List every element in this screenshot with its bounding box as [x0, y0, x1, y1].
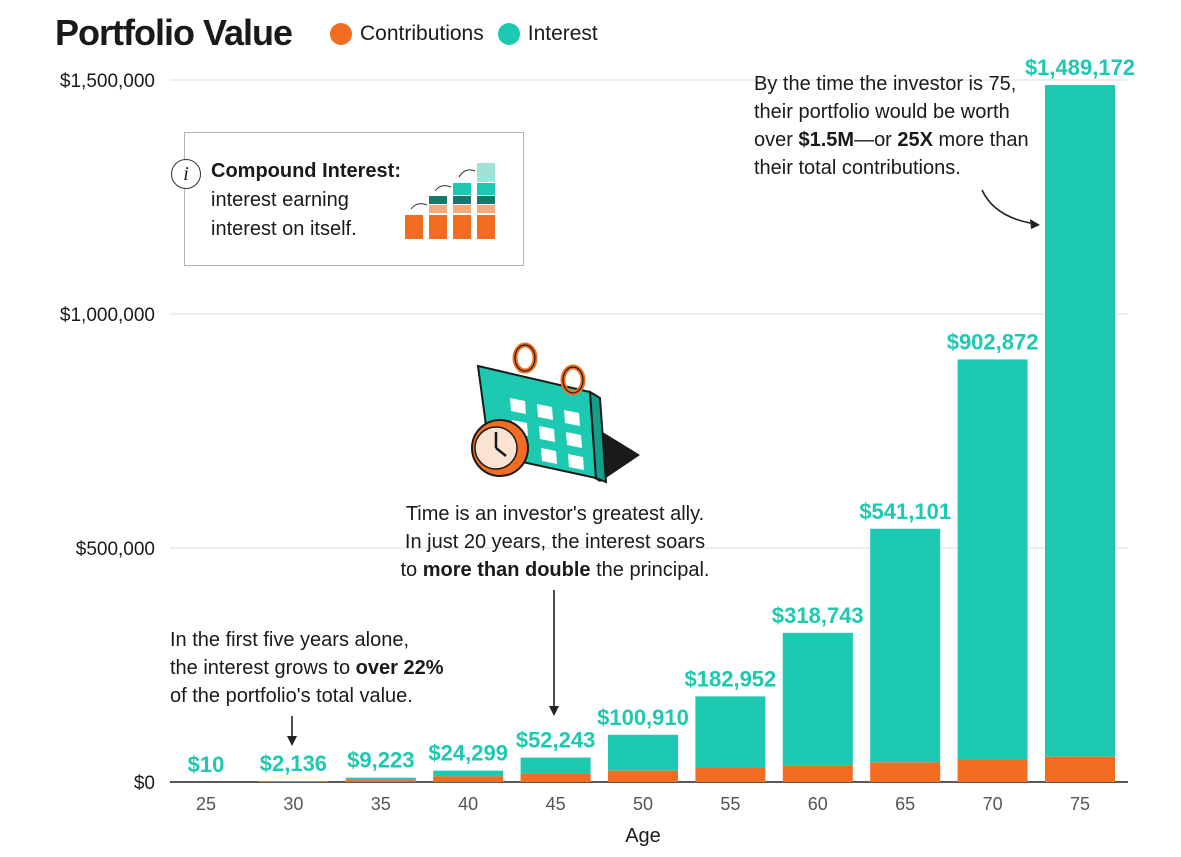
value-label-60: $318,743: [772, 603, 864, 628]
y-tick-label: $1,000,000: [60, 305, 155, 326]
annotation-age-30: In the first five years alone, the inter…: [170, 626, 444, 710]
calendar-clock-illustration: [471, 342, 640, 484]
annotation-30-line-3: of the portfolio's total value.: [170, 685, 413, 707]
value-label-35: $9,223: [347, 748, 414, 773]
value-label-40: $24,299: [428, 741, 508, 766]
bars: [171, 85, 1115, 782]
bar-interest-50: [608, 734, 678, 771]
legend: Contributions Interest: [330, 22, 612, 46]
arrow-45-head: [549, 706, 559, 716]
x-axis-ticks: 25 30 35 40 45 50 55 60 65 70 75: [196, 794, 1090, 814]
annotation-30-line-2: the interest grows to over 22%: [170, 657, 444, 679]
annotation-30-line-1: In the first five years alone,: [170, 629, 410, 651]
x-tick-label-75: 75: [1070, 794, 1090, 814]
bar-contributions-35: [345, 779, 416, 782]
bar-interest-65: [870, 528, 941, 763]
bar-contributions-70: [957, 759, 1028, 782]
annotation-45-line-2: In just 20 years, the interest soars: [404, 531, 706, 553]
bar-interest-75: [1045, 85, 1115, 757]
value-label-50: $100,910: [597, 705, 689, 730]
x-tick-label-70: 70: [983, 794, 1003, 814]
bar-interest-70: [957, 359, 1028, 760]
bar-interest-40: [433, 770, 504, 777]
bar-interest-55: [695, 696, 766, 768]
x-axis-label: Age: [625, 825, 661, 847]
arrow-75-head: [1030, 219, 1040, 229]
value-label-75: $1,489,172: [1025, 55, 1135, 80]
y-tick-label: $0: [134, 773, 155, 794]
annotation-75-line-3: over $1.5M—or 25X more than: [754, 129, 1029, 151]
info-line-2: interest on itself.: [211, 218, 357, 240]
interest-swatch: [497, 23, 520, 45]
x-tick-label-45: 45: [546, 794, 566, 814]
compound-growth-icon: [405, 163, 495, 239]
info-text: Compound Interest: interest earning inte…: [211, 157, 401, 244]
x-tick-label-50: 50: [633, 794, 653, 814]
bar-contributions-60: [782, 765, 853, 782]
legend-label-interest: Interest: [527, 22, 598, 45]
x-tick-label-55: 55: [720, 794, 740, 814]
bar-interest-45: [520, 757, 591, 774]
value-label-45: $52,243: [516, 728, 596, 753]
compound-interest-info-box: i Compound Interest: interest earning in…: [171, 132, 524, 266]
value-label-70: $902,872: [947, 329, 1039, 354]
arrow-75: [981, 189, 1037, 225]
info-heading: Compound Interest:: [211, 160, 401, 182]
annotation-75-line-4: their total contributions.: [754, 157, 961, 179]
bar-contributions-65: [870, 762, 941, 782]
arrow-30-head: [287, 736, 297, 746]
bar-contributions-45: [520, 773, 591, 782]
info-icon: i: [171, 159, 201, 189]
legend-item-contributions: Contributions: [330, 22, 484, 46]
legend-item-interest: Interest: [497, 22, 598, 46]
value-label-65: $541,101: [859, 499, 951, 524]
annotation-45-line-1: Time is an investor's greatest ally.: [405, 503, 705, 525]
value-label-25: $10: [188, 752, 225, 777]
y-axis-ticks: $0 $500,000 $1,000,000 $1,500,000: [60, 71, 155, 794]
bar-contributions-75: [1045, 756, 1115, 782]
x-tick-label-25: 25: [196, 794, 216, 814]
x-tick-label-35: 35: [371, 794, 391, 814]
x-tick-label-40: 40: [458, 794, 478, 814]
y-tick-label: $1,500,000: [60, 71, 155, 92]
value-labels: $10 $2,136 $9,223 $24,299 $52,243$100,910 $18…: [188, 55, 1135, 777]
bar-contributions-55: [695, 767, 766, 782]
annotation-45-line-3: to more than double the principal.: [400, 559, 710, 581]
annotation-75-line-2: their portfolio would be worth: [754, 101, 1010, 123]
legend-label-contributions: Contributions: [360, 22, 484, 45]
bar-interest-35: [345, 777, 416, 780]
x-tick-label-65: 65: [895, 794, 915, 814]
value-label-55: $182,952: [685, 666, 777, 691]
y-tick-label: $500,000: [76, 539, 155, 560]
bar-contributions-40: [433, 776, 504, 782]
contributions-swatch: [330, 23, 352, 45]
info-line-1: interest earning: [211, 189, 349, 211]
annotation-age-45: Time is an investor's greatest ally. In …: [0, 500, 1110, 584]
bar-contributions-50: [608, 770, 678, 782]
value-label-30: $2,136: [260, 751, 327, 776]
bar-interest-60: [782, 632, 853, 766]
x-tick-label-30: 30: [283, 794, 303, 814]
annotation-75-line-1: By the time the investor is 75,: [754, 73, 1017, 95]
bar-contributions-30: [258, 781, 329, 782]
annotation-age-75: By the time the investor is 75, their po…: [754, 70, 1029, 182]
x-tick-label-60: 60: [808, 794, 828, 814]
chart-title: Portfolio Value: [55, 12, 293, 53]
